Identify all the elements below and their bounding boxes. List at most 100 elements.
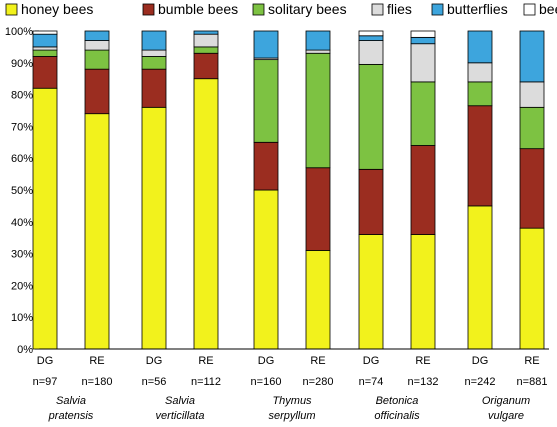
bar-sample-size-label: n=132 bbox=[408, 376, 439, 388]
bar-segment-g4-b1-s0 bbox=[519, 227, 545, 350]
bar-sample-size-label: n=97 bbox=[33, 376, 58, 388]
bar-segment-g3-b0-s2 bbox=[358, 63, 384, 170]
bar-category-label: DG bbox=[472, 355, 489, 367]
bar-segment-g3-b1-s0 bbox=[410, 234, 436, 350]
bar-segment-g3-b0-s0 bbox=[358, 234, 384, 350]
y-tick-label-9: 90% bbox=[11, 58, 33, 70]
bar-segment-g3-b0-s4 bbox=[358, 35, 384, 41]
bar-segment-g0-b0-s0 bbox=[32, 87, 58, 350]
y-tick-label-6: 60% bbox=[11, 153, 33, 165]
bar-segment-g2-b1-s3 bbox=[305, 49, 331, 54]
species-name-line2: pratensis bbox=[48, 410, 94, 422]
y-tick-label-8: 80% bbox=[11, 90, 33, 102]
y-tick-label-4: 40% bbox=[11, 217, 33, 229]
bar-segment-g0-b1-s3 bbox=[84, 40, 110, 51]
bar-segment-g4-b1-s1 bbox=[519, 148, 545, 229]
y-tick-label-7: 70% bbox=[11, 121, 33, 133]
legend-label-5: beetles bbox=[539, 1, 557, 17]
bar-segment-g4-b0-s2 bbox=[467, 81, 493, 107]
bar-segment-g4-b0-s0 bbox=[467, 205, 493, 350]
y-tick-label-0: 0% bbox=[17, 344, 33, 356]
bar-segment-g0-b1-s2 bbox=[84, 49, 110, 70]
bar-segment-g1-b0-s1 bbox=[141, 68, 167, 108]
bar-segment-g4-b1-s2 bbox=[519, 106, 545, 150]
bar-segment-g3-b1-s3 bbox=[410, 43, 436, 83]
bar-segment-g1-b1-s4 bbox=[193, 30, 219, 35]
species-name-line2: vulgare bbox=[488, 410, 524, 422]
bar-segment-g3-b1-s2 bbox=[410, 81, 436, 146]
y-tick-label-3: 30% bbox=[11, 249, 33, 261]
bar-segment-g0-b0-s3 bbox=[32, 46, 58, 51]
bar-category-label: DG bbox=[146, 355, 163, 367]
bar-segment-g0-b1-s4 bbox=[84, 30, 110, 41]
bar-category-label: DG bbox=[258, 355, 275, 367]
bar-segment-g2-b0-s2 bbox=[253, 59, 279, 143]
bar-segment-g1-b0-s4 bbox=[141, 30, 167, 51]
bar-sample-size-label: n=881 bbox=[517, 376, 548, 388]
bar-sample-size-label: n=160 bbox=[251, 376, 282, 388]
bar-segment-g0-b1-s1 bbox=[84, 68, 110, 115]
species-name-line2: verticillata bbox=[156, 410, 205, 422]
legend-swatch-0 bbox=[5, 3, 18, 16]
legend-label-0: honey bees bbox=[21, 1, 93, 17]
legend-swatch-1 bbox=[142, 3, 155, 16]
species-name-line1: Thymus bbox=[272, 395, 312, 407]
bar-segment-g1-b0-s2 bbox=[141, 56, 167, 70]
y-tick-label-10: 100% bbox=[5, 26, 33, 38]
bar-category-label: DG bbox=[363, 355, 380, 367]
bar-segment-g3-b0-s1 bbox=[358, 168, 384, 235]
bar-segment-g4-b1-s3 bbox=[519, 81, 545, 108]
bar-segment-g4-b1-s4 bbox=[519, 30, 545, 83]
bar-category-label: RE bbox=[198, 355, 213, 367]
species-name-line2: officinalis bbox=[374, 410, 420, 422]
bar-segment-g0-b0-s1 bbox=[32, 56, 58, 89]
bar-segment-g0-b1-s0 bbox=[84, 113, 110, 350]
legend-swatch-5 bbox=[523, 3, 536, 16]
bar-sample-size-label: n=242 bbox=[465, 376, 496, 388]
legend-swatch-4 bbox=[431, 3, 444, 16]
bar-sample-size-label: n=112 bbox=[191, 376, 221, 388]
y-tick-label-5: 50% bbox=[11, 185, 33, 197]
bar-category-label: RE bbox=[415, 355, 430, 367]
bar-segment-g2-b1-s4 bbox=[305, 30, 331, 51]
bar-segment-g2-b0-s4 bbox=[253, 30, 279, 59]
bar-segment-g4-b0-s3 bbox=[467, 62, 493, 83]
bar-segment-g1-b0-s3 bbox=[141, 49, 167, 57]
bar-segment-g3-b0-s3 bbox=[358, 40, 384, 65]
bar-segment-g4-b0-s4 bbox=[467, 30, 493, 64]
bar-segment-g4-b0-s1 bbox=[467, 105, 493, 207]
bar-segment-g3-b1-s4 bbox=[410, 36, 436, 45]
legend-label-4: butterflies bbox=[447, 1, 508, 17]
bar-segment-g0-b0-s5 bbox=[32, 30, 58, 35]
bar-segment-g2-b0-s1 bbox=[253, 141, 279, 191]
bar-segment-g1-b1-s0 bbox=[193, 78, 219, 350]
bar-segment-g2-b1-s0 bbox=[305, 250, 331, 350]
y-tick-label-2: 20% bbox=[11, 280, 33, 292]
legend-swatch-2 bbox=[252, 3, 265, 16]
species-name-line2: serpyllum bbox=[268, 410, 315, 422]
bar-sample-size-label: n=280 bbox=[303, 376, 334, 388]
legend-swatch-3 bbox=[371, 3, 384, 16]
bar-sample-size-label: n=180 bbox=[82, 376, 113, 388]
bar-segment-g2-b1-s2 bbox=[305, 52, 331, 169]
species-name-line1: Salvia bbox=[165, 395, 195, 407]
bar-sample-size-label: n=74 bbox=[359, 376, 384, 388]
bar-category-label: RE bbox=[310, 355, 325, 367]
bar-segment-g2-b1-s1 bbox=[305, 167, 331, 251]
bar-sample-size-label: n=56 bbox=[142, 376, 167, 388]
bar-segment-g3-b1-s5 bbox=[410, 30, 436, 38]
bar-segment-g1-b1-s1 bbox=[193, 52, 219, 80]
bar-segment-g1-b1-s3 bbox=[193, 33, 219, 48]
bar-segment-g1-b0-s0 bbox=[141, 106, 167, 350]
legend-label-3: flies bbox=[387, 1, 412, 17]
bar-segment-g2-b0-s0 bbox=[253, 189, 279, 350]
legend-label-1: bumble bees bbox=[158, 1, 238, 17]
bar-category-label: RE bbox=[89, 355, 104, 367]
bar-segment-g1-b1-s2 bbox=[193, 46, 219, 54]
bar-segment-g0-b0-s2 bbox=[32, 49, 58, 57]
legend-label-2: solitary bees bbox=[268, 1, 347, 17]
species-name-line1: Salvia bbox=[56, 395, 86, 407]
bar-segment-g3-b0-s5 bbox=[358, 30, 384, 37]
